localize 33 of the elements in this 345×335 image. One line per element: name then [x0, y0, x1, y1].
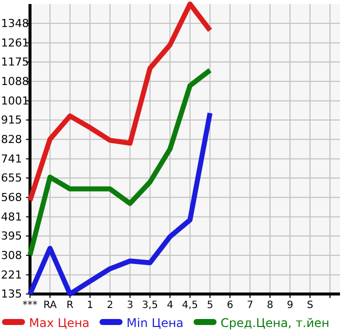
- x-tick-label: S: [306, 300, 314, 312]
- x-tick-label: 3,5: [142, 300, 158, 312]
- x-tick-label: 7: [246, 300, 254, 312]
- y-tick-label: 1088: [1, 74, 29, 88]
- legend-label: Сред.Цена, т.йен: [220, 316, 330, 330]
- y-tick-label: 481: [1, 210, 22, 224]
- y-tick-label: 915: [1, 114, 22, 127]
- y-tick-label: 395: [1, 230, 22, 243]
- x-tick-label: RA: [43, 300, 57, 312]
- y-tick-label: 828: [1, 132, 22, 146]
- y-tick-label: 1261: [1, 36, 29, 50]
- x-tick-label: 6: [226, 300, 234, 312]
- x-tick-label: ***: [22, 300, 38, 312]
- y-tick-label: 741: [1, 152, 22, 166]
- x-tick-label: 2: [106, 300, 114, 312]
- x-tick-label: R: [66, 300, 74, 312]
- legend-label: Max Цена: [29, 316, 90, 330]
- y-tick-label: 308: [1, 248, 22, 262]
- x-tick-label: 3: [126, 300, 134, 312]
- legend-label: Min Цена: [126, 316, 184, 330]
- y-tick-label: 1175: [1, 56, 29, 69]
- y-tick-label: 568: [1, 190, 22, 204]
- y-tick-label: 1001: [1, 94, 29, 108]
- y-tick-label: 1348: [1, 16, 29, 30]
- x-tick-label: 8: [266, 300, 274, 312]
- y-tick-label: 221: [1, 268, 22, 282]
- x-tick-label: 1: [86, 300, 94, 312]
- x-tick-label: 4,5: [182, 300, 198, 312]
- x-tick-label: 9: [286, 300, 294, 312]
- y-tick-label: 135: [1, 288, 22, 301]
- x-tick-label: 5: [206, 300, 214, 312]
- y-tick-label: 655: [1, 172, 22, 185]
- x-tick-label: 4: [166, 300, 174, 312]
